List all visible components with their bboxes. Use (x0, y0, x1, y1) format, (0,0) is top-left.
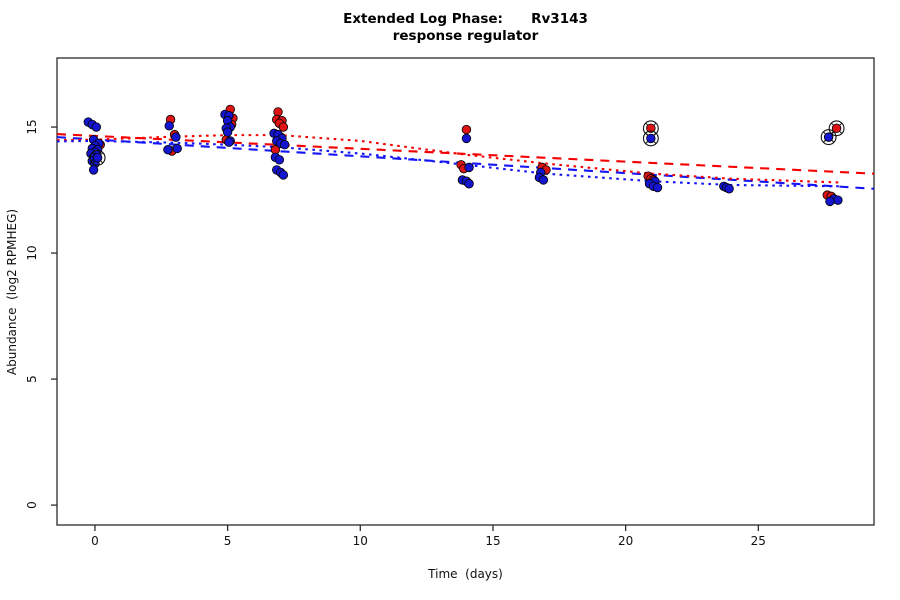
data-point (278, 122, 289, 132)
data-point (646, 133, 656, 144)
data-point (461, 133, 472, 144)
data-point (274, 155, 285, 165)
data-point (724, 184, 734, 194)
x-tick-label: 25 (750, 534, 766, 548)
outlier-circle-icon (89, 149, 106, 166)
y-axis-ticks (51, 126, 57, 506)
data-point (172, 143, 182, 154)
data-point (88, 165, 99, 175)
data-point (823, 132, 834, 142)
data-point (163, 145, 173, 155)
data-point (171, 132, 181, 142)
y-tick-label: 10 (25, 245, 39, 261)
data-point (652, 182, 663, 193)
x-tick-label: 0 (91, 534, 99, 548)
red-smooth-fit (56, 134, 841, 184)
data-point (825, 196, 835, 207)
x-tick-label: 20 (617, 534, 634, 548)
data-point (646, 123, 656, 134)
x-tick-label: 5 (223, 534, 232, 548)
plot-box (56, 57, 875, 526)
blue-points (83, 109, 843, 207)
chart-subtitle: response regulator (392, 28, 539, 44)
data-point (273, 107, 283, 117)
data-point (92, 153, 103, 163)
x-tick-label: 15 (485, 534, 501, 548)
outlier-circle-icon (820, 129, 837, 146)
highlighted-points (89, 120, 845, 166)
red-linear-fit (56, 133, 875, 175)
blue-linear-fit (56, 136, 875, 190)
x-axis-ticks (94, 525, 759, 531)
data-point (461, 124, 472, 135)
y-tick-label: 0 (25, 501, 39, 509)
data-point (464, 179, 474, 189)
x-axis-title: Time (days) (428, 567, 503, 581)
x-tick-label: 10 (352, 534, 368, 548)
data-point (538, 175, 549, 185)
data-point (279, 139, 290, 150)
outlier-circle-icon (828, 120, 845, 137)
data-point (224, 137, 234, 147)
y-tick-label: 15 (25, 119, 39, 135)
data-point (222, 127, 233, 137)
data-point (831, 123, 842, 134)
data-point (164, 121, 174, 131)
data-point (833, 195, 843, 205)
trend-lines (56, 133, 875, 190)
chart-title: Extended Log Phase: Rv3143 (343, 11, 588, 27)
y-tick-label: 5 (25, 375, 39, 383)
data-point (278, 170, 289, 180)
outlier-circle-icon (642, 130, 659, 147)
data-point (464, 162, 474, 173)
y-axis-title: Abundance (log2 RPMHEG) (5, 208, 19, 376)
data-point (91, 122, 101, 132)
